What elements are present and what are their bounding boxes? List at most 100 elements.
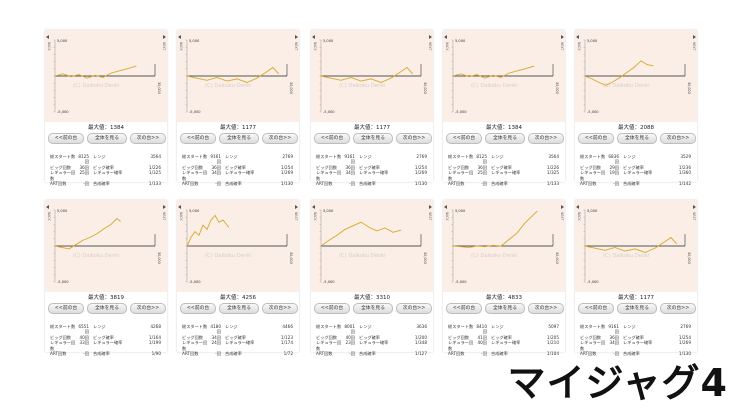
stat-label: ビッグ回数	[50, 164, 71, 170]
stats-row: ART回数 -回 合成確率 1/104	[448, 351, 563, 356]
prev-machine-button[interactable]: <<前の台	[314, 133, 350, 144]
stat-value: 1/254	[280, 164, 293, 170]
back-side-label: BACK	[179, 212, 183, 222]
max-value-label: 最大値：	[87, 295, 110, 301]
slump-point	[94, 75, 96, 76]
stats-row: レギュラー回数 24回 レギュラー確率 1/174	[182, 340, 297, 351]
slump-point	[653, 65, 654, 67]
stat-value: 1/164	[148, 334, 161, 340]
next-machine-button[interactable]: 次の台>>	[262, 133, 298, 144]
next-machine-button[interactable]: 次の台>>	[528, 133, 564, 144]
back-arrow-icon	[576, 35, 579, 39]
stat-label: レギュラー確率	[93, 170, 123, 176]
back-arrow-icon	[46, 205, 49, 209]
slump-point	[118, 70, 120, 72]
slump-point	[360, 221, 362, 223]
stat-value: -回	[83, 351, 89, 357]
slump-point	[340, 80, 342, 81]
prev-machine-button[interactable]: <<前の台	[446, 133, 482, 144]
stat-value: 8125回	[78, 154, 89, 165]
stat-value: 2769	[416, 154, 427, 159]
next-machine-button[interactable]: 次の台>>	[262, 303, 298, 314]
next-machine-button[interactable]: 次の台>>	[396, 303, 432, 314]
slump-point	[406, 67, 408, 68]
prev-machine-button[interactable]: <<前の台	[578, 303, 614, 314]
slump-point	[500, 245, 502, 247]
prev-machine-button[interactable]: <<前の台	[180, 133, 216, 144]
stat-label: ART回数	[50, 181, 67, 187]
view-all-button[interactable]: 全体を見る	[87, 133, 127, 144]
prev-machine-button[interactable]: <<前の台	[314, 303, 350, 314]
next-machine-button[interactable]: 次の台>>	[130, 303, 166, 314]
stat-label: レギュラー確率	[491, 340, 521, 346]
view-all-button[interactable]: 全体を見る	[219, 303, 259, 314]
stat-label: レギュラー確率	[491, 170, 521, 176]
stat-label: 総スタート数	[316, 324, 342, 329]
max-value-label: 最大値：	[87, 125, 110, 131]
view-all-button[interactable]: 全体を見る	[617, 133, 657, 144]
prev-machine-button[interactable]: <<前の台	[48, 303, 84, 314]
slump-point	[380, 82, 382, 83]
stat-label: ビッグ回数	[182, 334, 203, 340]
y-bottom-label: -5,000	[57, 110, 69, 114]
view-all-button[interactable]: 全体を見る	[87, 303, 127, 314]
prev-machine-button[interactable]: <<前の台	[578, 133, 614, 144]
next-machine-button[interactable]: 次の台>>	[528, 303, 564, 314]
stats-row: 総スタート数 8001回 レンジ 3636	[316, 324, 431, 335]
stat-label: 総スタート数	[448, 154, 474, 159]
slump-point	[468, 247, 470, 248]
slump-graph-svg: 5,000 -5,000 30,000 BACK NEXT (C) Daikoku Den…	[46, 35, 166, 114]
y-top-label: 5,000	[323, 209, 334, 213]
stat-label: ビッグ確率	[491, 164, 512, 170]
slump-series-line	[584, 60, 654, 86]
next-machine-button[interactable]: 次の台>>	[396, 133, 432, 144]
stat-label: 総スタート数	[50, 154, 76, 159]
machine-card: 5,000 -5,000 30,000 BACK NEXT (C) Daikoku Den…	[575, 200, 697, 356]
max-value: 最大値：1177	[311, 123, 433, 131]
stats-row: 総スタート数 9161回 レンジ 2769	[182, 154, 297, 165]
view-all-button[interactable]: 全体を見る	[617, 303, 657, 314]
stats-row: ART回数 -回 合成確率 1/133	[50, 181, 165, 186]
slump-graph-svg: 5,000 -5,000 30,000 BACK NEXT (C) Daikoku Den…	[444, 35, 564, 114]
next-machine-button[interactable]: 次の台>>	[130, 133, 166, 144]
stat-label: レギュラー回数	[50, 170, 76, 181]
stat-value: 1/360	[678, 170, 691, 176]
view-all-button[interactable]: 全体を見る	[485, 303, 525, 314]
stat-value: 40回	[79, 334, 89, 340]
x-right-label: 30,000	[289, 252, 293, 264]
slump-point	[370, 78, 372, 80]
view-all-button[interactable]: 全体を見る	[353, 133, 393, 144]
stat-label: ビッグ回数	[50, 334, 71, 340]
stat-value: 36回	[345, 164, 355, 170]
stat-value: 1/174	[280, 340, 293, 346]
prev-machine-button[interactable]: <<前の台	[48, 133, 84, 144]
next-arrow-icon	[429, 205, 432, 209]
y-bottom-label: -5,000	[323, 110, 335, 114]
view-all-button[interactable]: 全体を見る	[485, 133, 525, 144]
slump-series-line	[186, 214, 230, 247]
stats-row: ART回数 -回 合成確率 1/130	[580, 351, 695, 356]
stat-label: レギュラー回数	[580, 170, 606, 181]
next-machine-button[interactable]: 次の台>>	[660, 133, 696, 144]
stat-label: レギュラー確率	[623, 170, 653, 176]
stat-label: ビッグ確率	[93, 334, 114, 340]
slump-point	[516, 70, 518, 72]
stat-value: 1/325	[148, 170, 161, 176]
slump-series-line	[320, 221, 402, 247]
stat-label: ビッグ回数	[580, 164, 601, 170]
stats-table: 総スタート数 8125回 レンジ 3564 ビッグ回数 36回 ビッグ確率 1/226 レギュラ…	[448, 154, 563, 186]
prev-machine-button[interactable]: <<前の台	[446, 303, 482, 314]
stats-row: レギュラー回数 34回 レギュラー確率 1/269	[316, 170, 431, 181]
view-all-button[interactable]: 全体を見る	[353, 303, 393, 314]
prev-machine-button[interactable]: <<前の台	[180, 303, 216, 314]
next-side-label: NEXT	[692, 212, 696, 221]
stat-value: 3529	[680, 154, 691, 159]
watermark: (C) Daikoku Denki	[205, 83, 252, 89]
max-value-label: 最大値：	[617, 295, 640, 301]
slump-point	[640, 60, 642, 62]
slump-series-line	[320, 66, 413, 83]
view-all-button[interactable]: 全体を見る	[219, 133, 259, 144]
stats-row: レギュラー回数 25回 レギュラー確率 1/325	[50, 170, 165, 181]
stat-label: レギュラー回数	[316, 170, 342, 181]
next-machine-button[interactable]: 次の台>>	[660, 303, 696, 314]
